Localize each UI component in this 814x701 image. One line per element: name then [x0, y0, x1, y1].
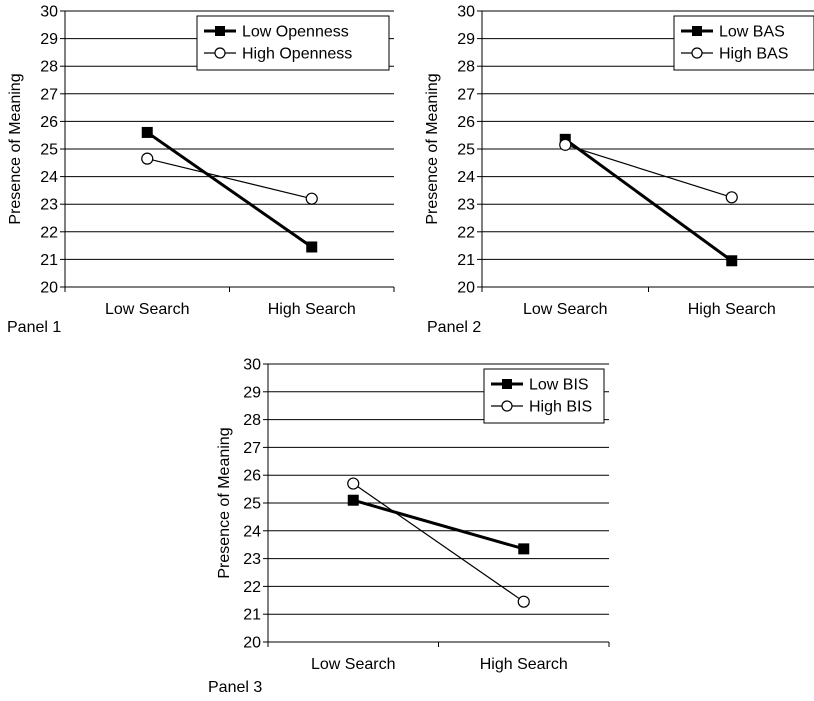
- legend-marker-circle: [691, 47, 703, 59]
- y-tick-label: 27: [40, 86, 58, 103]
- y-tick-label: 23: [457, 197, 475, 214]
- y-tick-label: 24: [243, 523, 261, 540]
- y-tick-label: 22: [457, 224, 475, 241]
- x-tick-label: Low Search: [105, 301, 190, 318]
- y-tick-label: 30: [40, 4, 58, 21]
- x-tick-label: Low Search: [523, 301, 608, 318]
- x-tick-label: High Search: [268, 301, 356, 318]
- data-point-circle: [347, 477, 360, 490]
- data-point-square: [347, 494, 359, 506]
- data-point-circle: [141, 152, 154, 165]
- legend-box: [196, 15, 390, 71]
- series-line-1: [564, 138, 733, 262]
- panel-label: Panel 2: [427, 319, 481, 336]
- y-tick-label: 28: [457, 59, 475, 76]
- panel-3: 20 21 22 23 24 25 26 27 28 29 30 Low Search High Sea…: [208, 357, 610, 696]
- legend: Low BIS High BIS: [483, 368, 605, 424]
- legend: Low BAS High BAS: [673, 15, 814, 71]
- panel-2: 20 21 22 23 24 25 26 27 28 29 30 Low Search High Sea…: [424, 4, 814, 336]
- y-tick-label: 21: [457, 252, 475, 269]
- y-tick-label: 25: [457, 142, 475, 159]
- legend-box: [673, 15, 814, 71]
- x-tick-label: High Search: [480, 656, 568, 673]
- legend-label: Low Openness: [242, 24, 349, 41]
- data-point-circle: [305, 192, 318, 205]
- y-tick-label: 29: [457, 31, 475, 48]
- y-tick-label: 21: [243, 607, 261, 624]
- y-tick-label: 29: [40, 31, 58, 48]
- series-line-2: [565, 144, 732, 198]
- y-tick-label: 26: [40, 114, 58, 131]
- data-point-square: [518, 543, 530, 555]
- y-tick-label: 28: [40, 59, 58, 76]
- y-tick-label: 20: [457, 280, 475, 297]
- series-line-1: [146, 131, 313, 249]
- y-tick-label: 27: [457, 86, 475, 103]
- legend-marker-square: [502, 379, 512, 389]
- legend-box: [483, 368, 605, 424]
- y-tick-label: 29: [243, 384, 261, 401]
- y-tick-label: 20: [243, 635, 261, 652]
- y-tick-label: 25: [243, 496, 261, 513]
- data-point-square: [141, 126, 153, 138]
- y-tick-label: 27: [243, 440, 261, 457]
- legend-label: High BAS: [719, 46, 788, 63]
- y-tick-label: 28: [243, 412, 261, 429]
- y-tick-label: 25: [40, 142, 58, 159]
- x-tick-label: Low Search: [311, 656, 396, 673]
- legend-marker-circle: [214, 47, 226, 59]
- legend-marker-square: [215, 26, 225, 36]
- y-tick-label: 24: [40, 169, 58, 186]
- series-line-2: [147, 158, 312, 200]
- y-tick-label: 22: [243, 579, 261, 596]
- y-axis-label: Presence of Meaning: [7, 73, 24, 224]
- x-tick-label: High Search: [688, 301, 776, 318]
- y-tick-label: 23: [40, 197, 58, 214]
- y-tick-label: 24: [457, 169, 475, 186]
- data-point-square: [726, 255, 738, 267]
- series-line-1: [352, 498, 525, 551]
- y-axis-label: Presence of Meaning: [216, 427, 233, 578]
- legend-marker-circle: [501, 400, 513, 412]
- y-tick-label: 30: [457, 4, 475, 21]
- panel-1: 20 21 22 23 24 25 26 27 28 29 30 Low Search High Sea…: [7, 4, 395, 336]
- y-tick-label: 22: [40, 224, 58, 241]
- legend-label: High BIS: [529, 399, 592, 416]
- y-tick-label: 21: [40, 252, 58, 269]
- legend-label: High Openness: [242, 46, 352, 63]
- y-tick-label: 20: [40, 280, 58, 297]
- y-tick-label: 26: [243, 468, 261, 485]
- y-tick-label: 30: [243, 357, 261, 374]
- data-point-square: [306, 241, 318, 253]
- legend-marker-square: [692, 26, 702, 36]
- y-axis-label: Presence of Meaning: [424, 73, 441, 224]
- data-point-circle: [725, 191, 738, 204]
- panel-label: Panel 1: [7, 319, 61, 336]
- legend-label: Low BAS: [719, 24, 785, 41]
- y-tick-label: 23: [243, 551, 261, 568]
- legend-label: Low BIS: [529, 377, 589, 394]
- legend: Low Openness High Openness: [196, 15, 390, 71]
- y-tick-label: 26: [457, 114, 475, 131]
- data-point-circle: [559, 138, 572, 151]
- panel-label: Panel 3: [208, 679, 262, 696]
- series-line-2: [352, 483, 525, 603]
- data-point-circle: [517, 595, 530, 608]
